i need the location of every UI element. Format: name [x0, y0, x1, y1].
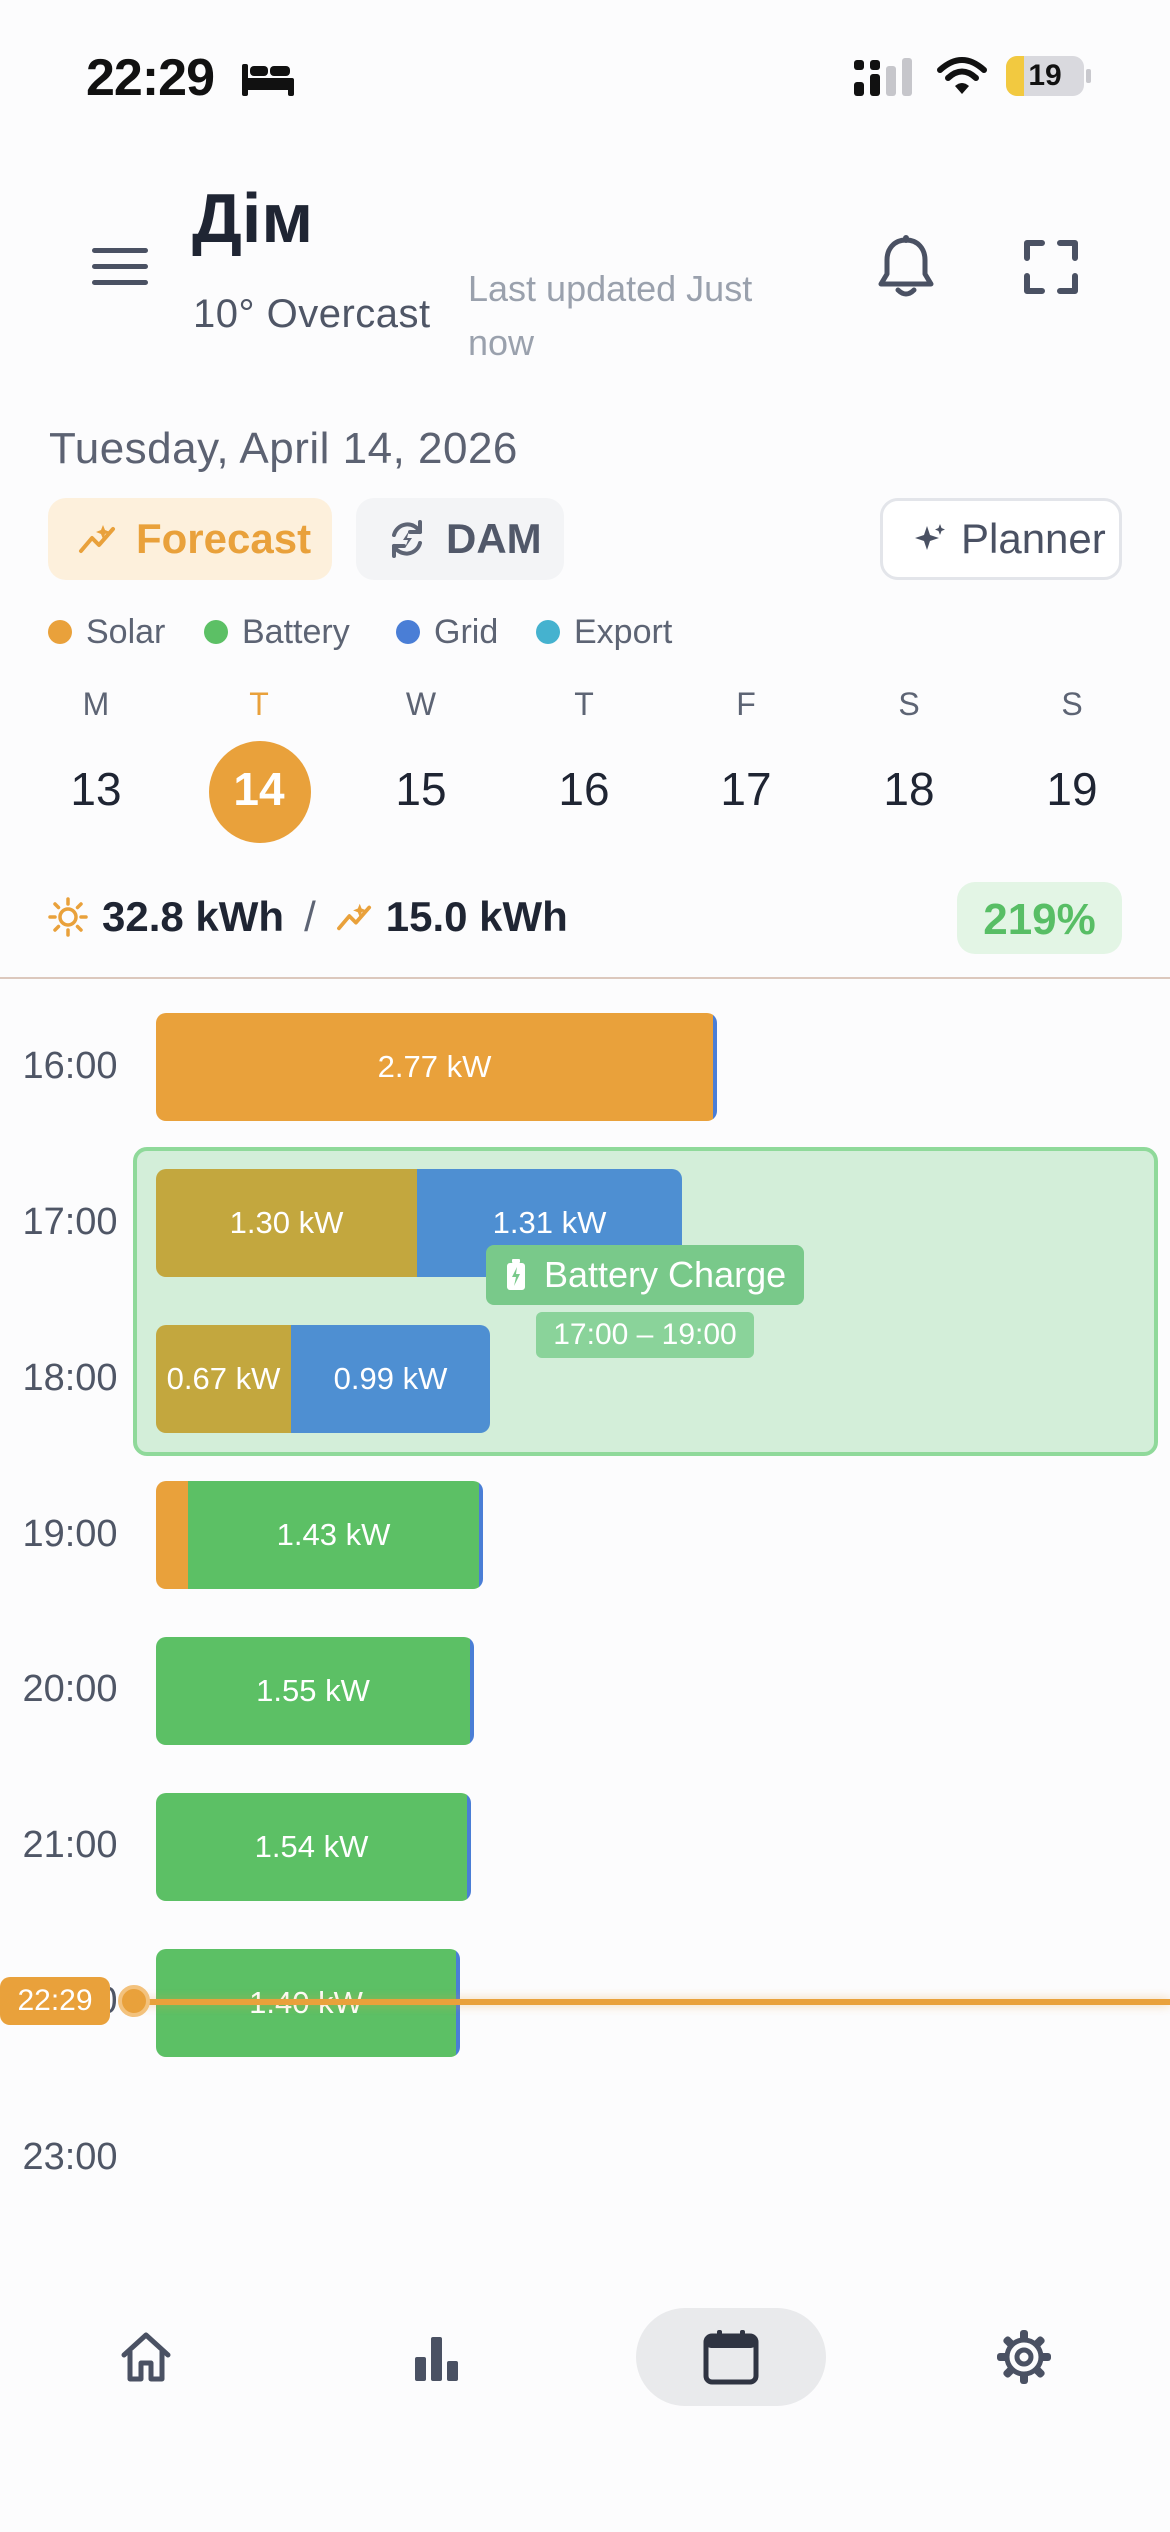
- hour-label: 18:00: [22, 1357, 118, 1399]
- day-number[interactable]: 13: [70, 763, 122, 815]
- day-number[interactable]: 15: [395, 763, 447, 815]
- home-icon: [121, 2332, 171, 2382]
- nav-settings[interactable]: [929, 2308, 1119, 2406]
- solar-dot: [48, 620, 72, 644]
- weekday-letter: S: [1061, 686, 1083, 722]
- power-bar-21[interactable]: 1.54 kW: [156, 1793, 471, 1901]
- sparkle-icon: [915, 524, 945, 550]
- battery-charge-label: Battery Charge: [486, 1245, 804, 1305]
- battery-charge-title: Battery Charge: [544, 1254, 787, 1295]
- nav-calendar[interactable]: [636, 2308, 826, 2406]
- legend-battery: Battery: [204, 612, 350, 652]
- battery-charge-icon: [507, 1259, 525, 1290]
- day-number-selected[interactable]: 14: [233, 763, 285, 815]
- last-updated-text: Last updated Just now: [468, 268, 753, 363]
- legend-grid: Grid: [396, 612, 498, 652]
- legend-label: Export: [574, 612, 673, 651]
- hour-label: 23:00: [22, 2136, 118, 2178]
- forecast-total: 15.0 kWh: [385, 893, 568, 940]
- settings-icon: [997, 2330, 1051, 2384]
- hour-label: 19:00: [22, 1513, 118, 1555]
- weekday-letter: W: [405, 686, 437, 722]
- planner-button[interactable]: Planner: [880, 498, 1122, 580]
- planner-button-label: Planner: [961, 515, 1106, 562]
- day-number[interactable]: 18: [883, 763, 935, 815]
- summary-separator: /: [304, 893, 316, 940]
- calendar-icon: [703, 2330, 759, 2385]
- nav-home[interactable]: [51, 2308, 241, 2406]
- wifi-icon: [937, 57, 987, 94]
- expand-icon[interactable]: [1024, 240, 1078, 294]
- battery-icon: 19: [1006, 54, 1091, 98]
- current-time-badge: 22:29: [0, 1977, 110, 2025]
- battery-fill: [1006, 56, 1024, 96]
- legend-label: Battery: [242, 612, 350, 651]
- forecast-icon: [79, 525, 115, 553]
- chart-icon: [415, 2337, 458, 2381]
- divider: [0, 977, 1170, 979]
- power-bar-20[interactable]: 1.55 kW: [156, 1637, 474, 1745]
- solar-battery-segment: 1.30 kW: [156, 1169, 417, 1277]
- selected-day-highlight: [209, 741, 311, 843]
- forecast-tab-label: Forecast: [136, 515, 312, 562]
- power-bar-16[interactable]: 2.77 kW: [156, 1013, 717, 1121]
- energy-summary: 32.8 kWh / 15.0 kWh: [48, 892, 568, 942]
- legend-solar: Solar: [48, 612, 165, 652]
- page-title: Дім: [192, 179, 314, 257]
- nav-stats[interactable]: [342, 2308, 532, 2406]
- legend-export: Export: [536, 612, 672, 652]
- status-time: 22:29: [86, 49, 215, 107]
- dam-tab-label: DAM: [446, 515, 542, 562]
- day-number[interactable]: 19: [1046, 763, 1098, 815]
- day-number[interactable]: 17: [720, 763, 772, 815]
- solar-battery-segment: 0.67 kW: [156, 1325, 291, 1433]
- grid-dot: [396, 620, 420, 644]
- battery-dot: [204, 620, 228, 644]
- sync-icon: [392, 520, 422, 558]
- forecast-icon: [336, 903, 371, 931]
- hour-label: 20:00: [22, 1668, 118, 1710]
- grid-segment: [470, 1637, 474, 1745]
- dam-tab[interactable]: DAM: [356, 498, 564, 580]
- date-label: Tuesday, April 14, 2026: [49, 424, 518, 473]
- battery-cap: [1086, 69, 1091, 83]
- battery-segment: 1.43 kW: [188, 1481, 479, 1589]
- battery-charge-range: 17:00 – 19:00: [536, 1312, 754, 1358]
- battery-body: [1006, 56, 1084, 96]
- export-dot: [536, 620, 560, 644]
- weekday-letter: S: [898, 686, 920, 722]
- grid-segment: [467, 1793, 471, 1901]
- solar-segment: 2.77 kW: [156, 1013, 713, 1121]
- weekday-letter: T: [574, 686, 594, 722]
- hour-label: 17:00: [22, 1201, 118, 1243]
- battery-level: 19: [1028, 59, 1062, 92]
- solar-total: 32.8 kWh: [102, 893, 285, 940]
- solar-segment: [156, 1481, 188, 1589]
- weather-summary: 10° Overcast: [193, 292, 431, 336]
- forecast-tab[interactable]: Forecast: [48, 498, 332, 580]
- coverage-percent-badge: 219%: [957, 882, 1122, 954]
- current-time-dot: [118, 1985, 150, 2017]
- power-bar-19[interactable]: 1.43 kW: [156, 1481, 483, 1589]
- weekday-letter: M: [82, 686, 110, 722]
- battery-segment: 1.54 kW: [156, 1793, 467, 1901]
- sun-icon: [48, 897, 88, 937]
- legend-label: Grid: [434, 612, 499, 651]
- legend-label: Solar: [86, 612, 166, 651]
- bell-icon[interactable]: [876, 234, 936, 300]
- weekday-letter-selected: T: [249, 686, 269, 722]
- day-number[interactable]: 16: [558, 763, 610, 815]
- weekday-letter: F: [736, 686, 756, 722]
- power-bar-18[interactable]: 0.67 kW 0.99 kW: [156, 1325, 490, 1433]
- grid-segment: [713, 1013, 717, 1121]
- hour-label: 16:00: [22, 1045, 118, 1087]
- grid-segment: 0.99 kW: [291, 1325, 490, 1433]
- hour-label: 21:00: [22, 1824, 118, 1866]
- cellular-signal-icon: [854, 58, 912, 96]
- battery-segment: 1.55 kW: [156, 1637, 470, 1745]
- menu-icon[interactable]: [92, 246, 148, 288]
- current-time-line: [130, 1999, 1170, 2005]
- grid-segment: [479, 1481, 483, 1589]
- bed-icon: [242, 64, 294, 96]
